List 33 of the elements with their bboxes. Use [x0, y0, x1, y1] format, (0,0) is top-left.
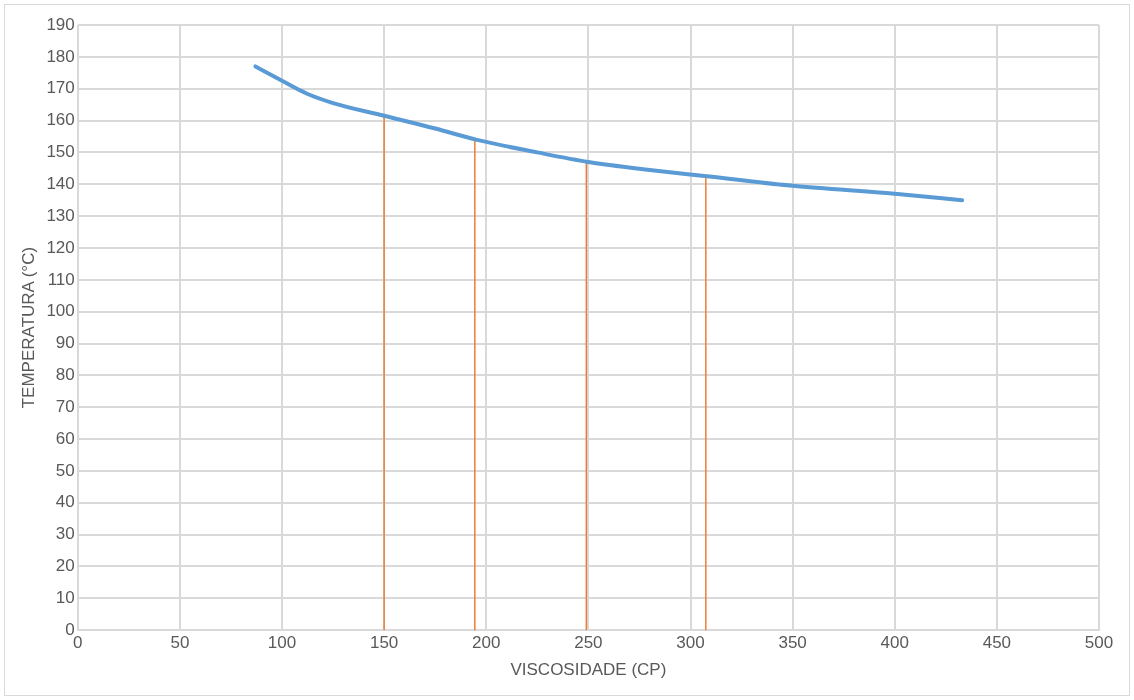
y-tick-label: 60 [55, 428, 75, 448]
y-tick-label: 120 [46, 237, 75, 257]
y-tick-label: 30 [55, 524, 75, 544]
y-tick-label: 170 [46, 78, 75, 98]
y-tick-label: 0 [65, 619, 75, 639]
x-tick-label: 300 [676, 633, 705, 653]
y-tick-label: 180 [46, 46, 75, 66]
y-tick-label: 150 [46, 142, 75, 162]
y-tick-label: 140 [46, 173, 75, 193]
y-tick-label: 70 [55, 396, 75, 416]
x-tick-label: 400 [880, 633, 909, 653]
y-tick-label: 90 [55, 333, 75, 353]
y-tick-label: 160 [46, 110, 75, 130]
y-axis-title: TEMPERATURA (°C) [18, 246, 38, 409]
x-tick-label: 100 [267, 633, 297, 653]
x-axis-title: VISCOSIDADE (CP) [510, 660, 667, 680]
x-tick-label: 200 [472, 633, 501, 653]
y-tick-label: 110 [47, 269, 75, 289]
y-tick-label: 190 [46, 14, 75, 34]
y-tick-label: 50 [55, 460, 75, 480]
y-tick-label: 100 [46, 301, 75, 321]
x-tick-label: 250 [574, 633, 603, 653]
y-tick-label: 10 [55, 588, 75, 608]
x-tick-label: 150 [369, 633, 399, 653]
y-tick-label: 130 [46, 205, 75, 225]
x-tick-label: 450 [982, 633, 1012, 653]
line-series [253, 64, 965, 203]
y-tick-label: 40 [55, 492, 75, 512]
x-tick-label: 350 [778, 633, 807, 653]
y-tick-label: 80 [55, 365, 75, 385]
x-tick-label: 500 [1084, 633, 1114, 653]
y-tick-label: 20 [55, 556, 75, 576]
x-tick-label: 50 [170, 633, 190, 653]
